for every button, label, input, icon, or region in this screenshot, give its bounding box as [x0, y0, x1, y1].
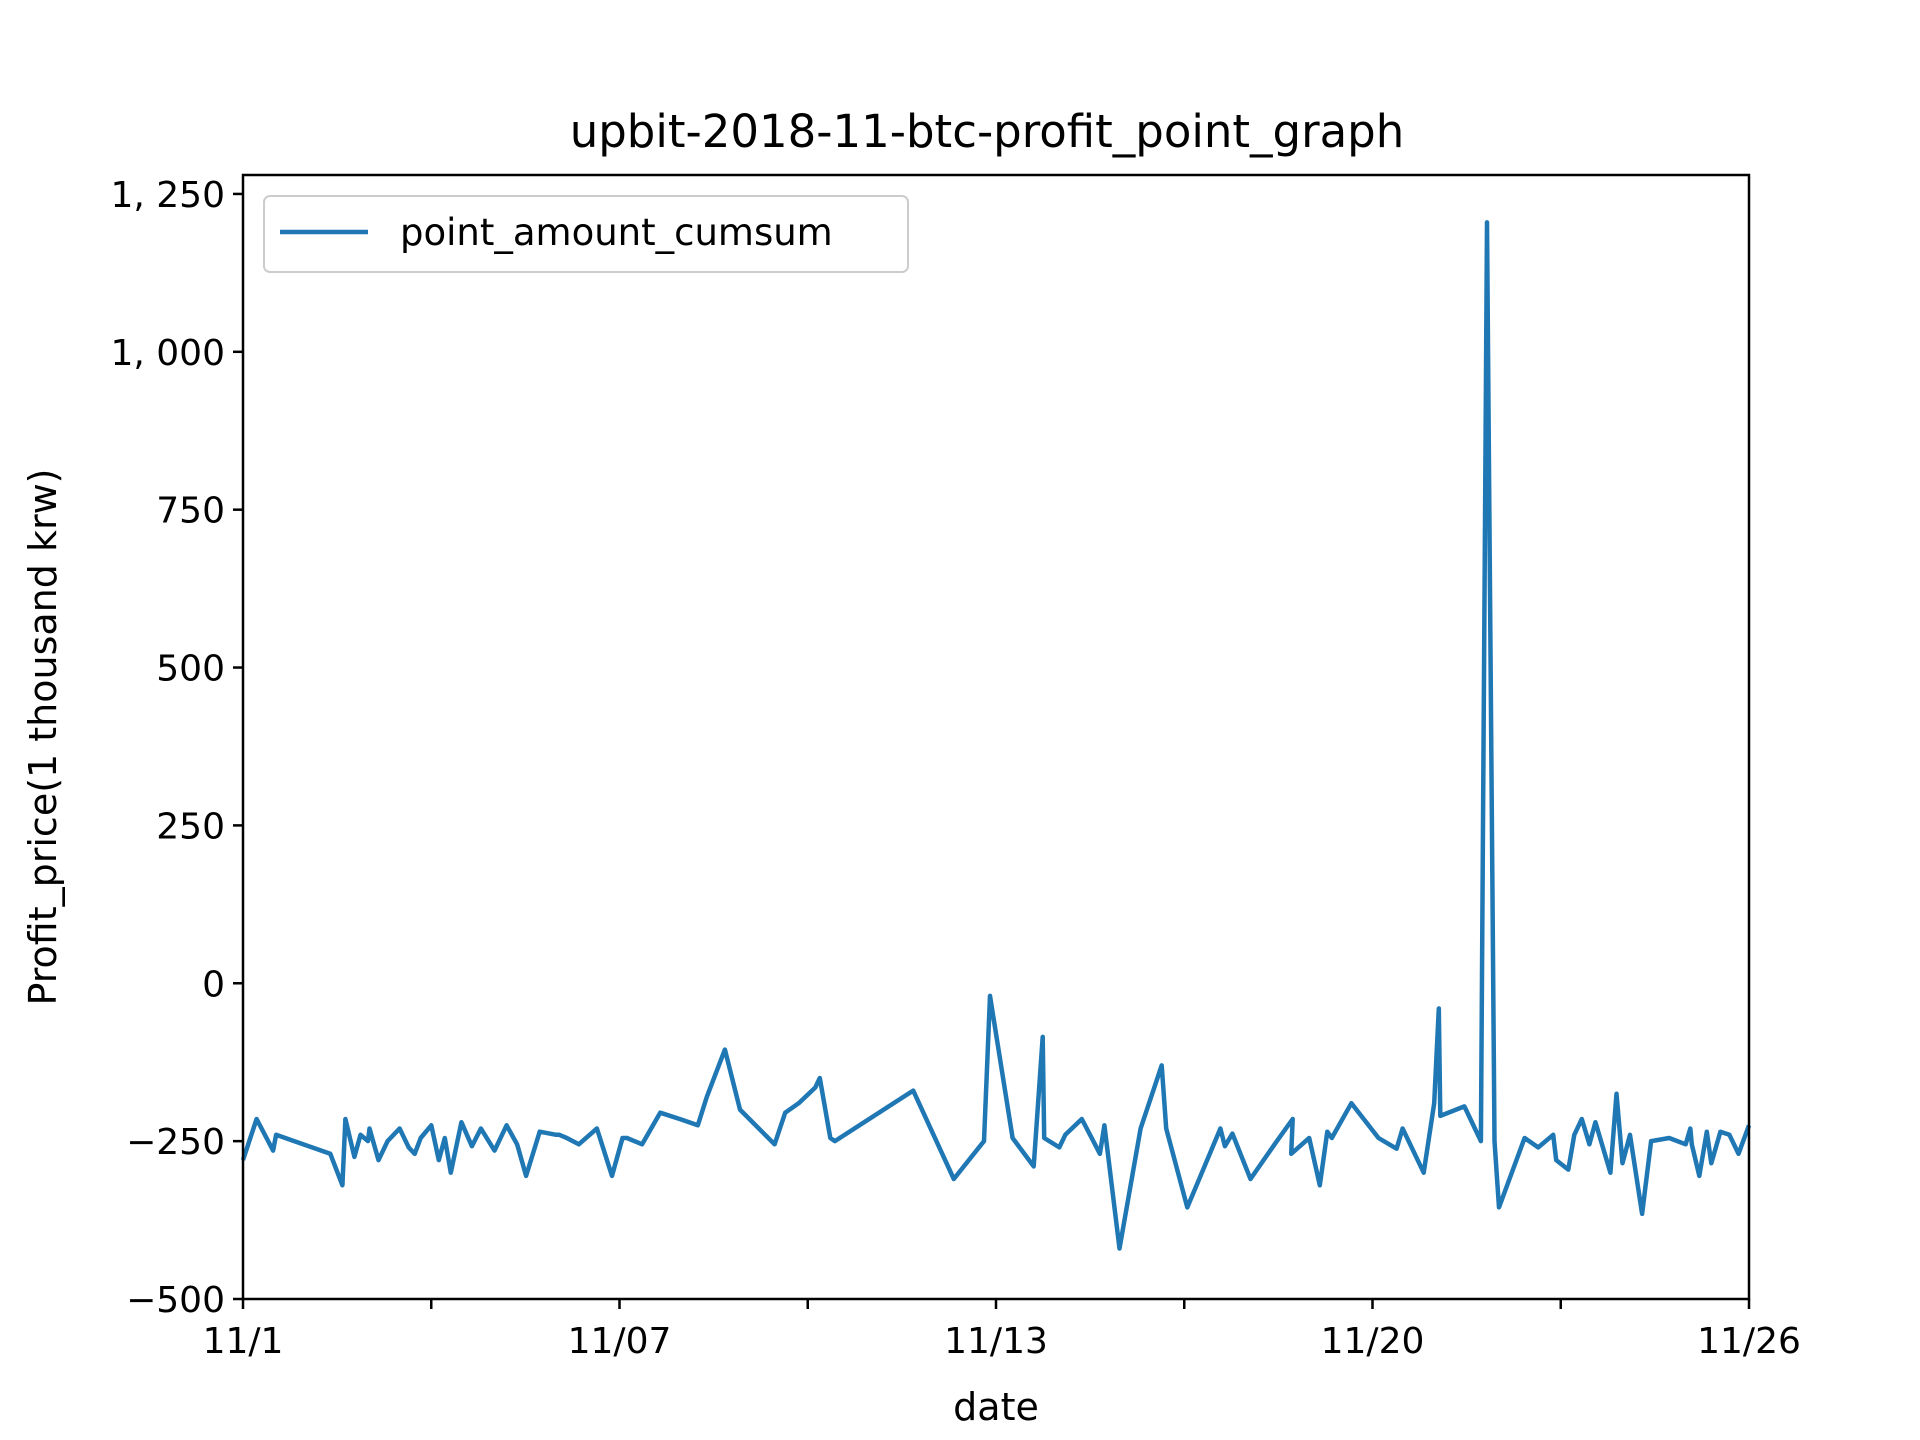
x-tick-label: 11/20: [1321, 1321, 1425, 1362]
x-tick-label: 11/1: [203, 1321, 284, 1362]
y-tick-label: 0: [202, 964, 225, 1005]
x-axis-label: date: [953, 1385, 1039, 1429]
y-axis: −500 −250 0 250 500 750 1, 000 1, 250: [110, 175, 243, 1321]
x-tick-label: 11/13: [944, 1321, 1048, 1362]
y-tick-label: −500: [126, 1280, 225, 1321]
y-tick-label: −250: [126, 1122, 225, 1163]
x-tick-label: 11/26: [1697, 1321, 1801, 1362]
x-tick-label: 11/07: [568, 1321, 672, 1362]
x-axis: 11/1 11/07 11/13 11/20 11/26: [203, 1299, 1801, 1362]
legend: point_amount_cumsum: [263, 195, 909, 273]
series-line: [240, 220, 1752, 1251]
y-tick-label: 750: [156, 491, 225, 532]
y-tick-label: 250: [156, 806, 225, 847]
y-tick-label: 1, 000: [110, 333, 225, 374]
legend-label: point_amount_cumsum: [400, 211, 833, 254]
y-tick-label: 500: [156, 649, 225, 690]
chart-title: upbit-2018-11-btc-profit_point_graph: [570, 105, 1405, 158]
y-tick-label: 1, 250: [110, 175, 225, 216]
legend-box: [263, 195, 909, 273]
y-axis-label: Profit_price(1 thousand krw): [21, 469, 65, 1006]
